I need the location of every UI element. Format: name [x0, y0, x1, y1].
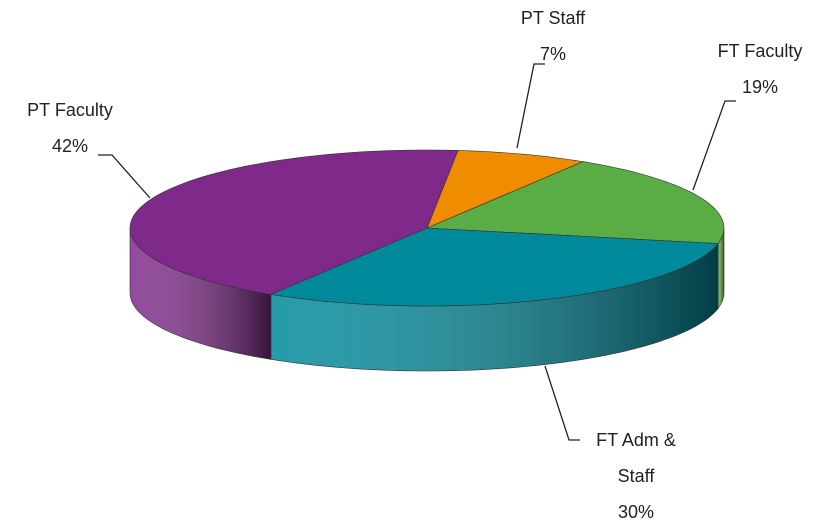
slice — [269, 227, 719, 307]
leader-line — [544, 365, 580, 441]
slice — [129, 149, 459, 295]
value-label: 30% — [617, 502, 655, 522]
category-label: PT Staff — [520, 8, 586, 28]
category-label: FT Faculty — [717, 41, 803, 61]
value-label: 7% — [539, 44, 566, 64]
leader-line — [516, 63, 545, 149]
slice-label: PT Staff 7% — [493, 0, 613, 72]
slice-label: FT Adm & Staff 30% — [581, 422, 691, 525]
slice-label: PT Faculty 42% — [5, 92, 135, 164]
category-label: PT Faculty — [27, 100, 113, 120]
slice — [426, 161, 725, 244]
value-label: 42% — [51, 136, 89, 156]
leader-line — [692, 100, 736, 191]
value-label: 19% — [741, 77, 779, 97]
leader-line — [98, 154, 151, 199]
leader-lines — [98, 63, 736, 441]
category-label: FT Adm & Staff — [596, 430, 676, 486]
slice-label: FT Faculty 19% — [690, 33, 830, 105]
slice — [426, 150, 585, 229]
